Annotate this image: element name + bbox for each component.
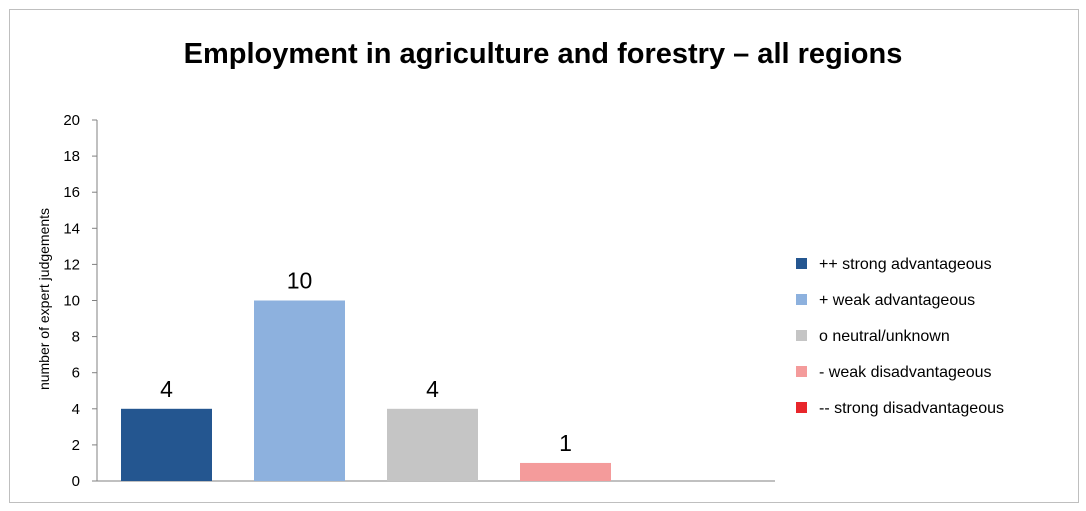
y-tick-label: 20 bbox=[63, 112, 80, 129]
legend-swatch bbox=[796, 402, 807, 413]
bar bbox=[520, 462, 611, 481]
data-label: 10 bbox=[287, 268, 313, 294]
legend-label: -- strong disadvantageous bbox=[819, 400, 1004, 417]
data-label: 4 bbox=[426, 376, 439, 402]
y-tick-label: 0 bbox=[72, 473, 80, 490]
legend-swatch bbox=[796, 294, 807, 305]
bar bbox=[387, 408, 478, 481]
legend: ++ strong advantageous + weak advantageou… bbox=[796, 256, 1004, 417]
legend-swatch bbox=[796, 330, 807, 341]
legend-label: o neutral/unknown bbox=[819, 328, 950, 345]
y-tick-label: 16 bbox=[63, 184, 80, 201]
legend-swatch bbox=[796, 366, 807, 377]
y-tick-label: 12 bbox=[63, 256, 80, 273]
legend-label: ++ strong advantageous bbox=[819, 256, 992, 273]
y-tick-label: 4 bbox=[72, 401, 80, 418]
y-tick-label: 10 bbox=[63, 293, 80, 310]
y-tick-label: 8 bbox=[72, 329, 80, 346]
y-axis-label: number of expert judgements bbox=[36, 208, 52, 390]
y-tick-label: 6 bbox=[72, 365, 80, 382]
y-tick-label: 18 bbox=[63, 148, 80, 165]
legend-label: - weak disadvantageous bbox=[819, 364, 992, 381]
legend-swatch bbox=[796, 258, 807, 269]
data-label: 4 bbox=[160, 376, 173, 402]
legend-label: + weak advantageous bbox=[819, 292, 975, 309]
data-label: 1 bbox=[559, 430, 572, 456]
y-tick-label: 2 bbox=[72, 437, 80, 454]
chart-title: Employment in agriculture and forestry –… bbox=[184, 38, 903, 70]
y-tick-label: 14 bbox=[63, 220, 80, 237]
bar bbox=[121, 408, 212, 481]
bar-layer: 4 10 4 1 bbox=[121, 268, 611, 481]
bar bbox=[254, 300, 345, 481]
